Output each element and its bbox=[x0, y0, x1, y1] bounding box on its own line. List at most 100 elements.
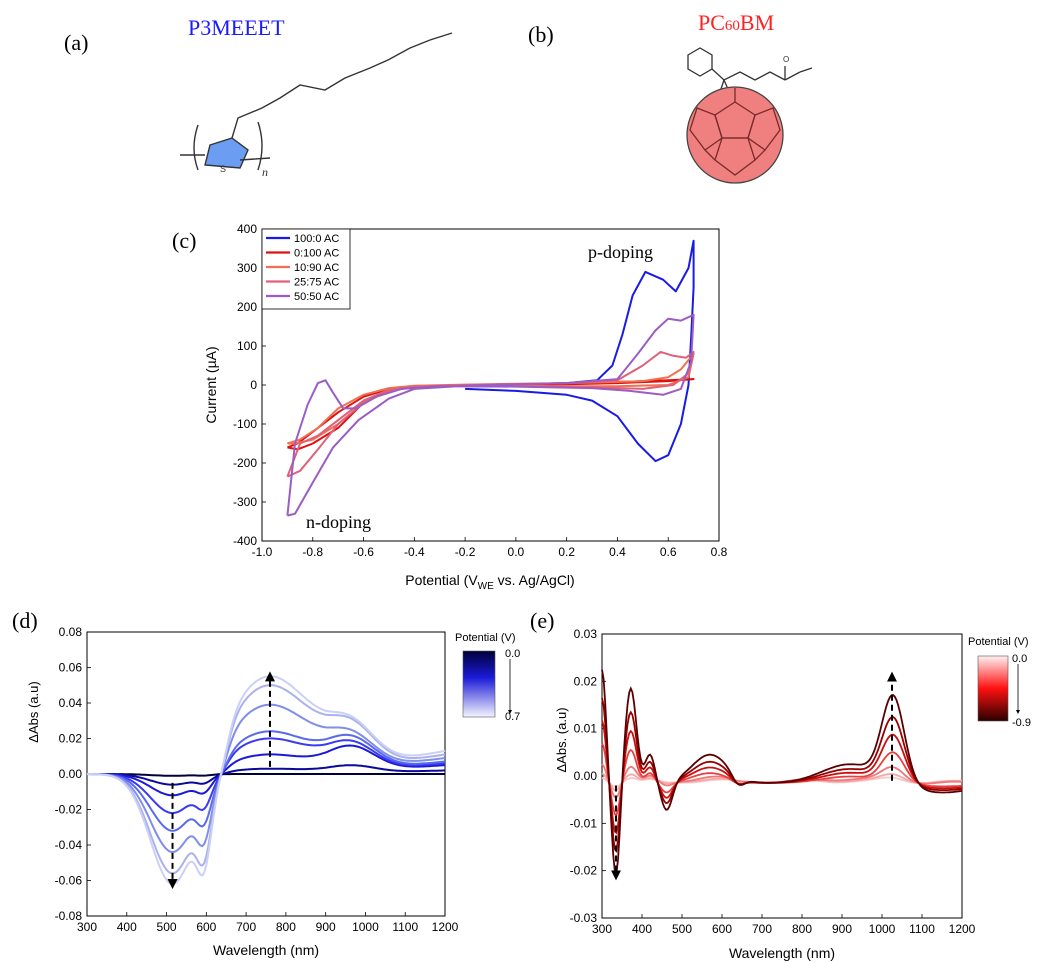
d-series-7 bbox=[87, 675, 446, 886]
x-tick-label: -0.2 bbox=[455, 545, 476, 559]
y-tick-label: 0.04 bbox=[59, 696, 83, 710]
panel-a-label: (a) bbox=[64, 30, 88, 55]
d-series-3 bbox=[87, 737, 446, 815]
cv-y-axis-label: Current (µA) bbox=[203, 346, 219, 423]
e-colorbar-top-label: 0.0 bbox=[1012, 653, 1027, 665]
y-tick-label: 0.01 bbox=[574, 722, 598, 736]
d-colorbar-top-label: 0.0 bbox=[505, 648, 520, 660]
x-tick-label: 0.4 bbox=[609, 545, 626, 559]
y-tick-label: -0.02 bbox=[570, 864, 598, 878]
y-tick-label: 0.06 bbox=[59, 661, 83, 675]
y-tick-label: -0.01 bbox=[570, 816, 598, 830]
p-doping-annotation: p-doping bbox=[588, 242, 653, 262]
x-tick-label: 400 bbox=[117, 920, 137, 934]
y-tick-label: 0.08 bbox=[59, 625, 83, 639]
y-tick-label: -0.03 bbox=[570, 911, 598, 925]
y-tick-label: -0.06 bbox=[55, 874, 83, 888]
x-tick-label: 1000 bbox=[869, 922, 896, 936]
p3meeet-title: P3MEEET bbox=[188, 15, 285, 40]
legend-label: 0:100 AC bbox=[294, 248, 339, 260]
y-tick-label: 0.02 bbox=[59, 732, 83, 746]
panel-c: (c) -1.0 -0.8 -0.6 -0.4 -0.2 0.0 0.2 0.4 0.6 0.8 -… bbox=[172, 222, 728, 592]
x-tick-label: 300 bbox=[77, 920, 97, 934]
x-tick-label: 300 bbox=[592, 922, 612, 936]
x-tick-label: 500 bbox=[672, 922, 692, 936]
n-doping-annotation: n-doping bbox=[306, 512, 371, 532]
x-tick-label: 600 bbox=[196, 920, 216, 934]
legend-label: 100:0 AC bbox=[294, 233, 339, 245]
y-tick-label: -0.04 bbox=[55, 838, 83, 852]
y-tick-label: -200 bbox=[233, 456, 257, 470]
cv-legend: 100:0 AC 0:100 AC 10:90 AC 25:75 AC 50:50 AC bbox=[261, 228, 351, 310]
y-tick-label: 200 bbox=[237, 300, 257, 314]
d-y-axis-label: ΔAbs (a.u) bbox=[26, 681, 41, 742]
d-colorbar bbox=[462, 650, 496, 718]
y-tick-label: -300 bbox=[233, 495, 257, 509]
y-tick-label: -400 bbox=[233, 534, 257, 548]
panel-e-label: (e) bbox=[530, 608, 554, 633]
x-tick-label: 500 bbox=[157, 920, 177, 934]
y-tick-label: 300 bbox=[237, 261, 257, 275]
d-series-6 bbox=[86, 684, 446, 875]
x-tick-label: -1.0 bbox=[252, 545, 273, 559]
x-tick-label: 0.6 bbox=[660, 545, 677, 559]
thiophene-sulfur-label: S bbox=[220, 164, 226, 174]
d-series-4 bbox=[87, 730, 446, 832]
x-tick-label: 0.2 bbox=[558, 545, 575, 559]
x-tick-label: 700 bbox=[236, 920, 256, 934]
d-x-axis-label: Wavelength (nm) bbox=[213, 942, 319, 958]
x-tick-label: 1200 bbox=[949, 922, 976, 936]
y-tick-label: 0.00 bbox=[574, 769, 598, 783]
e-colorbar-bottom-label: -0.9 bbox=[1012, 717, 1031, 729]
x-tick-label: 1100 bbox=[909, 922, 935, 936]
panel-b-label: (b) bbox=[528, 22, 554, 47]
pcbm-title: PC60BM bbox=[698, 10, 774, 35]
cv-series-3 bbox=[286, 350, 695, 478]
panel-b: (b) PC60BM O bbox=[528, 10, 813, 184]
e-x-axis-label: Wavelength (nm) bbox=[729, 945, 835, 961]
x-tick-label: 800 bbox=[276, 920, 296, 934]
cv-x-axis-label: Potential (VWE vs. Ag/AgCl) bbox=[405, 572, 574, 592]
x-tick-label: 0.0 bbox=[508, 545, 525, 559]
panel-d-label: (d) bbox=[12, 608, 38, 633]
panel-c-label: (c) bbox=[172, 228, 196, 253]
pcbm-structure-icon bbox=[686, 47, 813, 184]
e-colorbar-title: Potential (V) bbox=[968, 636, 1029, 648]
x-tick-label: 400 bbox=[632, 922, 652, 936]
repeat-subscript: n bbox=[262, 165, 268, 179]
d-series-1 bbox=[87, 764, 446, 786]
x-tick-label: -0.8 bbox=[302, 545, 323, 559]
carbonyl-o-label: O bbox=[783, 55, 789, 64]
x-tick-label: 0.8 bbox=[711, 545, 728, 559]
panel-e: (e) 300 400 500 600 700 800 900 1000 1100 1200 -0.… bbox=[530, 608, 1031, 961]
x-tick-label: 900 bbox=[832, 922, 852, 936]
y-tick-label: 100 bbox=[237, 339, 257, 353]
x-tick-label: 1000 bbox=[352, 920, 379, 934]
cv-series-4 bbox=[286, 313, 695, 517]
y-tick-label: 400 bbox=[237, 222, 257, 236]
x-tick-label: 600 bbox=[712, 922, 732, 936]
y-tick-label: 0.00 bbox=[59, 767, 83, 781]
y-tick-label: 0.03 bbox=[574, 627, 598, 641]
y-tick-label: 0 bbox=[250, 378, 257, 392]
y-tick-label: -0.02 bbox=[55, 803, 83, 817]
legend-label: 10:90 AC bbox=[294, 262, 339, 274]
x-tick-label: -0.6 bbox=[353, 545, 374, 559]
x-tick-label: 1100 bbox=[392, 920, 418, 934]
p3meeet-structure-icon bbox=[180, 32, 453, 171]
x-tick-label: 800 bbox=[792, 922, 812, 936]
d-colorbar-title: Potential (V) bbox=[455, 632, 516, 644]
x-tick-label: 700 bbox=[752, 922, 772, 936]
e-series-6 bbox=[601, 669, 963, 877]
y-tick-label: -100 bbox=[233, 417, 257, 431]
panel-d: (d) 300 400 500 600 700 800 900 1000 1100 1200 -0.… bbox=[12, 608, 520, 958]
panel-a: (a) P3MEEET S n bbox=[64, 15, 453, 179]
y-tick-label: -0.08 bbox=[55, 909, 83, 923]
d-series-2 bbox=[87, 744, 446, 797]
d-series-0 bbox=[87, 773, 445, 777]
x-tick-label: 1200 bbox=[432, 920, 459, 934]
d-colorbar-bottom-label: 0.7 bbox=[505, 711, 520, 723]
d-series-5 bbox=[86, 703, 446, 854]
e-colorbar bbox=[977, 655, 1009, 722]
